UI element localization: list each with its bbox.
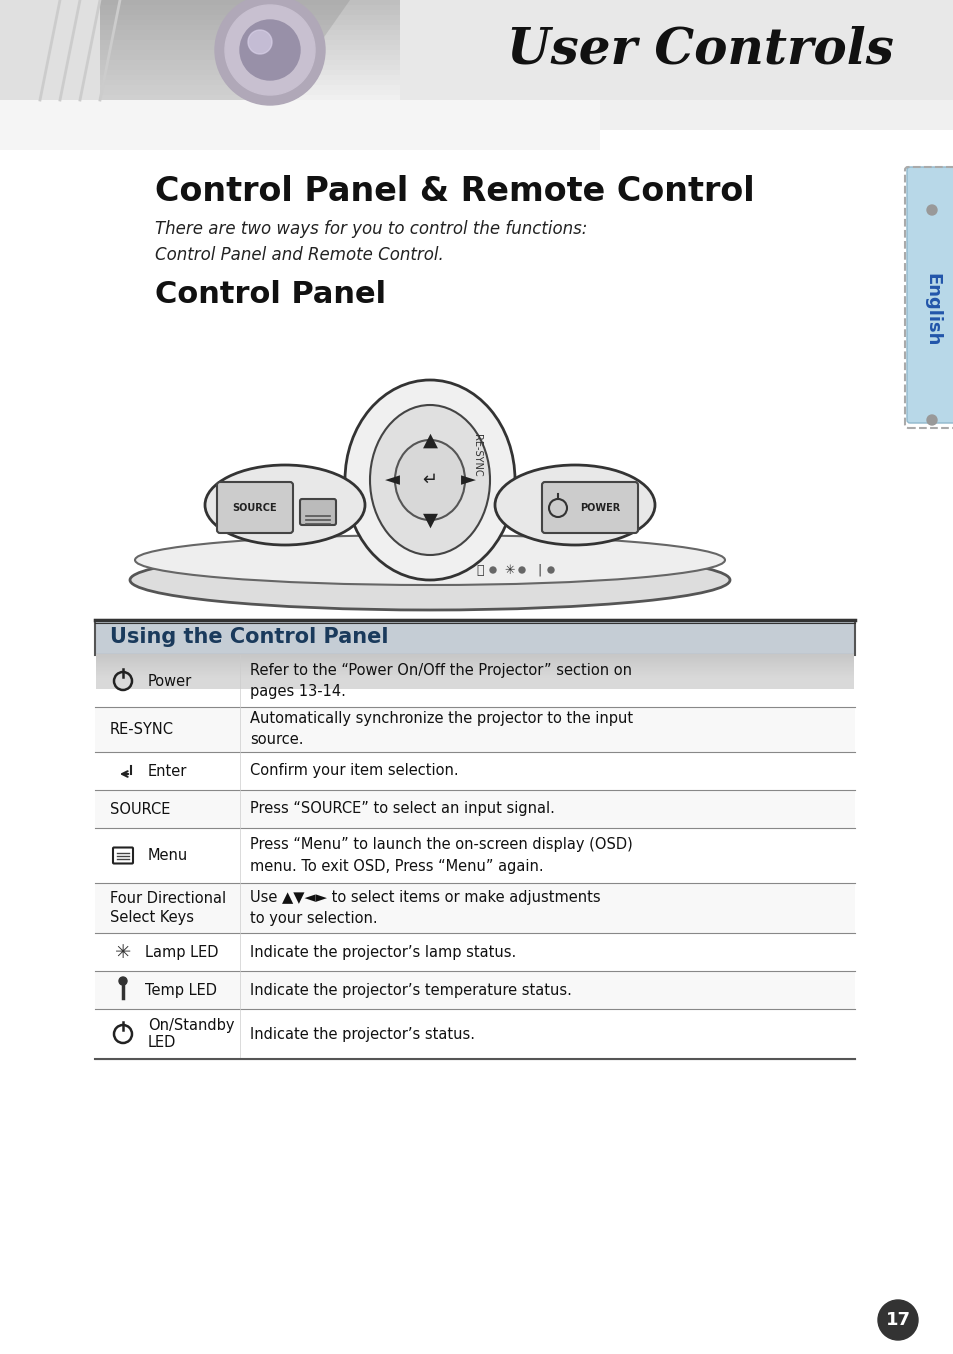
Circle shape — [248, 30, 272, 54]
Text: Power: Power — [148, 673, 193, 688]
Ellipse shape — [495, 464, 655, 546]
Bar — [95, 1009, 854, 1059]
Bar — [95, 883, 854, 933]
Bar — [0, 35, 399, 41]
FancyBboxPatch shape — [216, 482, 293, 533]
Text: ⏻: ⏻ — [476, 563, 483, 577]
Text: ✳: ✳ — [114, 942, 132, 961]
Bar — [0, 20, 399, 24]
Circle shape — [490, 567, 496, 573]
Text: Press “SOURCE” to select an input signal.: Press “SOURCE” to select an input signal… — [250, 802, 555, 816]
Text: Indicate the projector’s lamp status.: Indicate the projector’s lamp status. — [250, 945, 516, 960]
Bar — [0, 60, 399, 65]
Text: ✳: ✳ — [504, 563, 515, 577]
Text: ↵: ↵ — [422, 471, 437, 489]
Bar — [95, 933, 854, 971]
Ellipse shape — [130, 550, 729, 611]
Bar — [95, 829, 854, 883]
Text: Press “Menu” to launch the on-screen display (OSD)
menu. To exit OSD, Press “Men: Press “Menu” to launch the on-screen dis… — [250, 838, 632, 873]
Circle shape — [240, 20, 299, 80]
Text: Enter: Enter — [148, 764, 187, 779]
Text: Lamp LED: Lamp LED — [145, 945, 218, 960]
Bar — [95, 707, 854, 751]
Bar — [0, 85, 399, 89]
Bar — [0, 70, 399, 74]
Text: ◄: ◄ — [384, 470, 399, 490]
Text: 17: 17 — [884, 1311, 909, 1330]
Bar — [0, 9, 399, 15]
Circle shape — [926, 204, 936, 215]
Text: Refer to the “Power On/Off the Projector” section on
pages 13-14.: Refer to the “Power On/Off the Projector… — [250, 663, 631, 699]
Text: RE-SYNC: RE-SYNC — [110, 722, 173, 737]
Bar — [0, 15, 399, 20]
Bar — [0, 100, 953, 130]
Bar — [0, 56, 399, 60]
Bar — [0, 50, 399, 56]
Text: There are two ways for you to control the functions:
Control Panel and Remote Co: There are two ways for you to control th… — [154, 219, 587, 264]
Ellipse shape — [395, 440, 464, 520]
Text: SOURCE: SOURCE — [233, 502, 277, 513]
Circle shape — [547, 567, 554, 573]
Bar — [0, 95, 399, 100]
Text: User Controls: User Controls — [506, 26, 893, 74]
Text: ▲: ▲ — [422, 431, 437, 450]
Ellipse shape — [135, 535, 724, 585]
Text: Indicate the projector’s status.: Indicate the projector’s status. — [250, 1026, 475, 1041]
FancyBboxPatch shape — [906, 167, 953, 422]
Circle shape — [214, 0, 325, 106]
Bar — [95, 971, 854, 1009]
Ellipse shape — [370, 405, 490, 555]
Text: |: | — [537, 563, 541, 577]
Bar — [0, 5, 399, 9]
Bar — [0, 45, 399, 50]
Text: Temp LED: Temp LED — [145, 983, 216, 998]
FancyBboxPatch shape — [541, 482, 638, 533]
Circle shape — [518, 567, 524, 573]
Bar — [0, 41, 399, 45]
Bar — [0, 89, 399, 95]
Text: POWER: POWER — [579, 502, 619, 513]
Text: ▼: ▼ — [422, 510, 437, 529]
Circle shape — [119, 978, 127, 984]
Ellipse shape — [345, 380, 515, 580]
Text: Confirm your item selection.: Confirm your item selection. — [250, 764, 458, 779]
Bar — [0, 0, 399, 5]
Polygon shape — [0, 0, 350, 100]
Bar — [0, 100, 599, 150]
Text: RE-SYNC: RE-SYNC — [472, 433, 481, 477]
Circle shape — [877, 1300, 917, 1340]
Text: Automatically synchronize the projector to the input
source.: Automatically synchronize the projector … — [250, 711, 633, 747]
Text: Control Panel & Remote Control: Control Panel & Remote Control — [154, 175, 754, 209]
FancyBboxPatch shape — [299, 500, 335, 525]
Text: English: English — [923, 274, 940, 347]
Text: Four Directional
Select Keys: Four Directional Select Keys — [110, 891, 226, 925]
Bar — [0, 0, 100, 100]
Text: Use ▲▼◄► to select items or make adjustments
to your selection.: Use ▲▼◄► to select items or make adjustm… — [250, 890, 600, 926]
Text: SOURCE: SOURCE — [110, 802, 171, 816]
Bar — [0, 65, 399, 70]
Bar — [95, 620, 854, 655]
Bar — [0, 30, 399, 35]
Bar — [0, 80, 399, 85]
Text: Indicate the projector’s temperature status.: Indicate the projector’s temperature sta… — [250, 983, 571, 998]
Text: Using the Control Panel: Using the Control Panel — [110, 627, 388, 647]
Bar — [95, 751, 854, 789]
Text: Control Panel: Control Panel — [154, 280, 386, 309]
Ellipse shape — [205, 464, 365, 546]
Circle shape — [926, 414, 936, 425]
Text: On/Standby
LED: On/Standby LED — [148, 1018, 234, 1051]
Bar — [0, 74, 399, 80]
FancyBboxPatch shape — [0, 0, 953, 100]
Bar — [95, 789, 854, 829]
Bar — [0, 24, 399, 30]
Bar — [95, 655, 854, 707]
Text: Menu: Menu — [148, 848, 188, 862]
Circle shape — [225, 5, 314, 95]
Text: ►: ► — [460, 470, 475, 490]
